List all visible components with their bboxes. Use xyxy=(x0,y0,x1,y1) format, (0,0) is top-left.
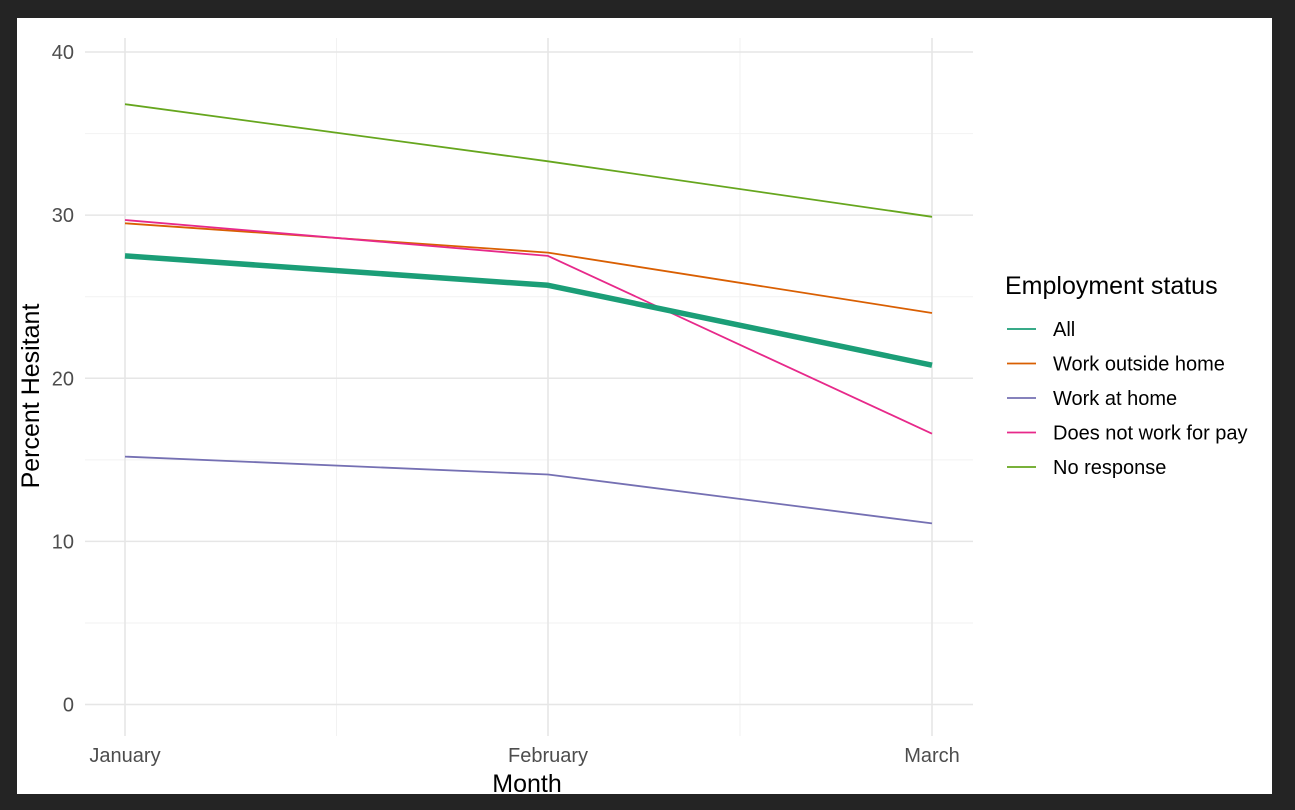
legend-title: Employment status xyxy=(1005,272,1218,300)
series-line-work-outside-home xyxy=(124,222,933,314)
x-axis-tick-labels: January February March xyxy=(89,745,959,767)
series-line-does-not-work-for-pay xyxy=(124,219,933,435)
major-gridlines xyxy=(85,38,973,736)
series-line-no-response xyxy=(124,103,933,218)
line-chart: 0 10 20 30 40 January February March Month Per… xyxy=(17,38,1248,794)
y-axis-tick-labels: 0 10 20 30 40 xyxy=(52,42,74,717)
y-tick-label: 40 xyxy=(52,42,74,64)
x-tick-label: February xyxy=(508,745,588,767)
x-tick-label: March xyxy=(904,745,960,767)
legend-label: No response xyxy=(1053,457,1166,479)
series-lines xyxy=(124,103,933,525)
legend-label: Does not work for pay xyxy=(1053,423,1248,445)
chart-frame: 0 10 20 30 40 January February March Month Per… xyxy=(17,18,1272,794)
legend-label: Work outside home xyxy=(1053,354,1225,376)
series-line-all xyxy=(124,253,933,368)
legend-label: All xyxy=(1053,319,1075,341)
y-axis-title: Percent Hesitant xyxy=(17,304,45,489)
legend-label: Work at home xyxy=(1053,388,1177,410)
y-tick-label: 0 xyxy=(63,695,74,717)
legend: Employment status All Work outside home Wo… xyxy=(1005,272,1248,479)
legend-items: All Work outside home Work at home Does not… xyxy=(1007,319,1248,479)
series-line-work-at-home xyxy=(124,455,933,525)
x-tick-label: January xyxy=(89,745,160,767)
minor-gridlines xyxy=(85,38,973,736)
y-tick-label: 10 xyxy=(52,531,74,553)
y-tick-label: 30 xyxy=(52,205,74,227)
y-tick-label: 20 xyxy=(52,368,74,390)
x-axis-title: Month xyxy=(492,770,561,794)
